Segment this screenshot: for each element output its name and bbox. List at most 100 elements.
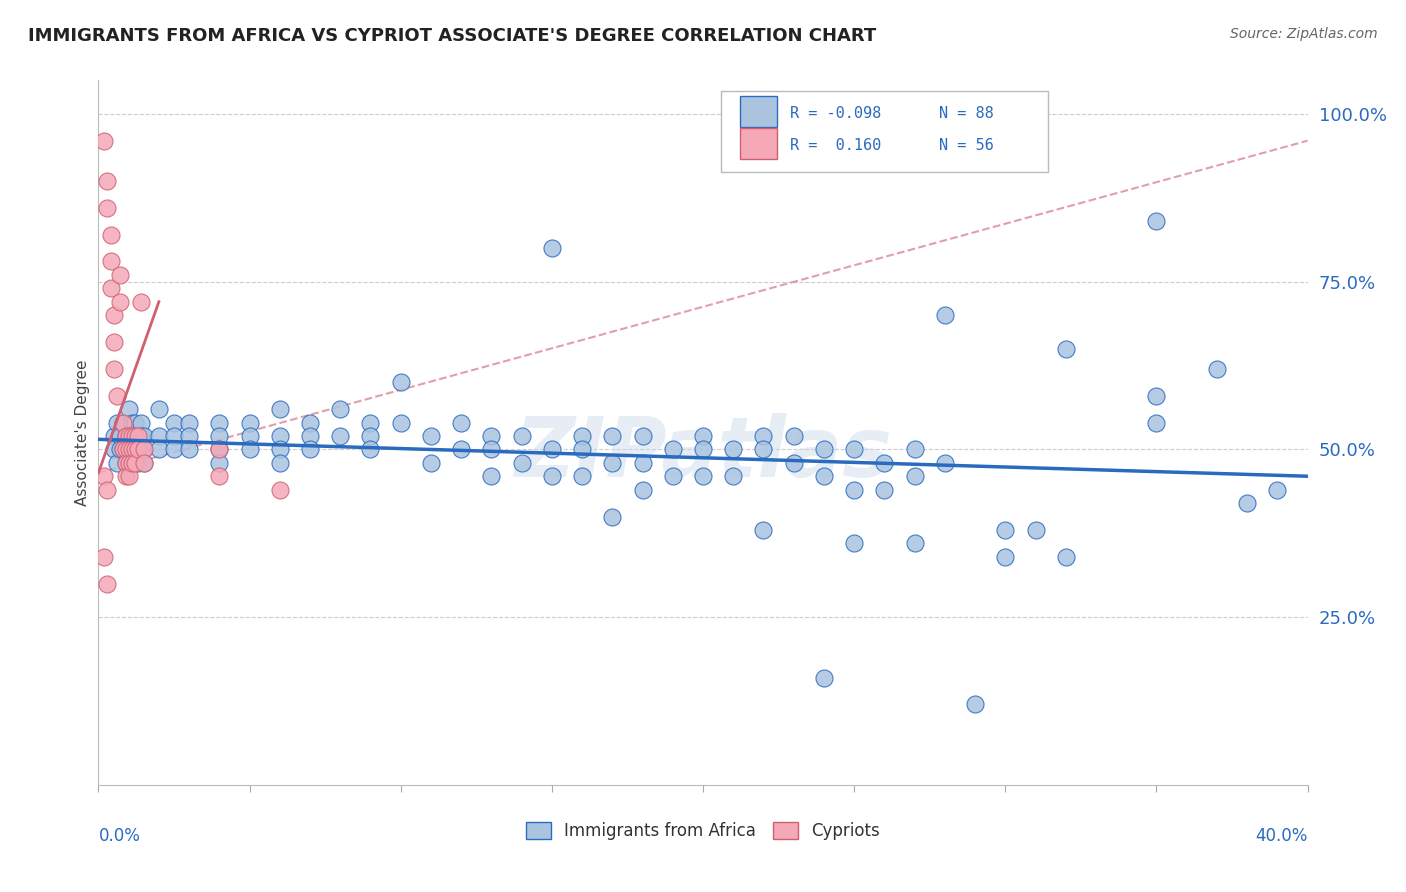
Point (269, 429, 291, 443)
Point (904, 442, 927, 457)
Point (103, 308, 125, 322)
Legend: Immigrants from Africa, Cypriots: Immigrants from Africa, Cypriots (519, 815, 887, 847)
Point (389, 416, 412, 430)
Point (571, 469, 593, 483)
FancyBboxPatch shape (741, 95, 776, 127)
Point (114, 442, 136, 457)
Point (602, 509, 624, 524)
Point (100, 254, 122, 268)
Point (631, 483, 654, 497)
Point (965, 698, 987, 712)
Point (450, 442, 472, 457)
Point (148, 429, 170, 443)
Point (111, 416, 134, 430)
Point (602, 429, 624, 443)
Point (389, 376, 412, 390)
Point (208, 416, 231, 430)
Point (121, 456, 143, 470)
Point (118, 429, 141, 443)
Point (208, 456, 231, 470)
Point (96, 576, 118, 591)
Point (208, 469, 231, 483)
Point (783, 429, 806, 443)
Point (96, 483, 118, 497)
Point (904, 469, 927, 483)
Text: 0.0%: 0.0% (98, 827, 141, 846)
Point (124, 456, 146, 470)
Text: N = 88: N = 88 (939, 106, 994, 121)
Point (127, 456, 149, 470)
Point (114, 456, 136, 470)
Y-axis label: Associate's Degree: Associate's Degree (75, 359, 90, 506)
Point (121, 429, 143, 443)
Point (93, 469, 115, 483)
Point (121, 456, 143, 470)
Point (103, 334, 125, 349)
Point (631, 456, 654, 470)
Point (124, 442, 146, 457)
Point (96, 174, 118, 188)
Point (118, 442, 141, 457)
Text: ZIPatlas: ZIPatlas (515, 413, 891, 494)
Point (1206, 362, 1229, 376)
Point (121, 442, 143, 457)
Point (692, 442, 714, 457)
Point (450, 416, 472, 430)
Point (752, 523, 775, 537)
Point (360, 442, 382, 457)
Point (108, 268, 131, 282)
Point (239, 416, 262, 430)
Point (132, 429, 155, 443)
Point (813, 469, 835, 483)
Point (105, 416, 128, 430)
Point (329, 402, 352, 417)
Point (420, 429, 443, 443)
Point (129, 294, 152, 309)
Point (105, 389, 128, 403)
Point (129, 442, 152, 457)
Point (93, 549, 115, 564)
Point (163, 429, 186, 443)
Point (208, 442, 231, 457)
Point (510, 429, 533, 443)
Point (1267, 483, 1289, 497)
Point (103, 429, 125, 443)
Point (723, 469, 745, 483)
Point (124, 429, 146, 443)
Point (118, 456, 141, 470)
Point (127, 429, 149, 443)
Point (540, 469, 562, 483)
Point (299, 429, 322, 443)
Point (118, 456, 141, 470)
Point (108, 294, 131, 309)
Text: Source: ZipAtlas.com: Source: ZipAtlas.com (1230, 27, 1378, 41)
Point (127, 442, 149, 457)
Point (163, 442, 186, 457)
Point (269, 402, 291, 417)
Point (481, 469, 503, 483)
Point (108, 429, 131, 443)
Point (132, 442, 155, 457)
Point (118, 402, 141, 417)
Point (100, 281, 122, 295)
Text: R = -0.098: R = -0.098 (790, 106, 882, 121)
Point (1144, 214, 1167, 228)
Point (121, 416, 143, 430)
Point (111, 442, 134, 457)
Point (661, 442, 683, 457)
Point (752, 429, 775, 443)
Point (93, 134, 115, 148)
Point (994, 549, 1017, 564)
Point (132, 456, 155, 470)
Point (813, 442, 835, 457)
Point (127, 442, 149, 457)
FancyBboxPatch shape (741, 128, 776, 159)
Point (148, 442, 170, 457)
Point (783, 456, 806, 470)
Point (540, 241, 562, 255)
Point (208, 429, 231, 443)
Point (114, 429, 136, 443)
Point (540, 442, 562, 457)
Point (1144, 416, 1167, 430)
Text: IMMIGRANTS FROM AFRICA VS CYPRIOT ASSOCIATE'S DEGREE CORRELATION CHART: IMMIGRANTS FROM AFRICA VS CYPRIOT ASSOCI… (28, 27, 876, 45)
